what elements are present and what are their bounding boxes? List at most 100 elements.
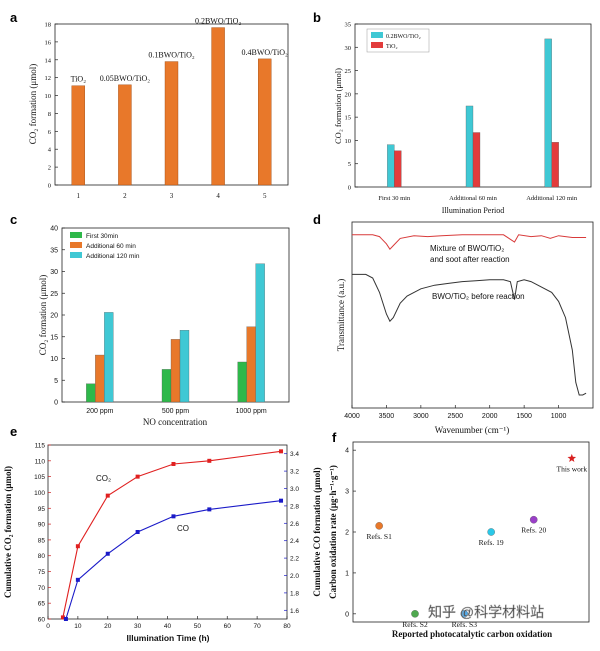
point-label-f-1: Refs. S2	[402, 620, 428, 629]
y-tick-label-e-right-9: 3.4	[290, 451, 299, 458]
legend-label-c-2: Additional 60 min	[86, 243, 136, 250]
series-label-e-co2: CO₂	[96, 474, 111, 483]
legend-c: First 30min Additional 60 min Additional…	[70, 232, 140, 260]
legend-label-c-1: First 30min	[86, 233, 119, 240]
y-axis-label-b: CO₂ formation (μmol)	[333, 68, 343, 144]
bar-c-2-2	[255, 263, 265, 403]
x-tick-label-e-5: 50	[194, 623, 202, 630]
x-tick-label-c-1: 500 ppm	[162, 408, 189, 415]
bar-c-1-1	[170, 339, 181, 403]
bar-label-a-0: TiO₂	[71, 75, 87, 84]
y-axis-label-f: Carbon oxidation rate (μg·h⁻¹·g⁻¹)	[328, 465, 338, 599]
y-tick-label-f-0: 0	[345, 611, 349, 618]
point-e-1-5	[207, 507, 212, 512]
y-tick-label-a-6: 12	[45, 75, 52, 82]
y-tick-label-e-right-0: 1.6	[290, 608, 299, 615]
spectrum-line-d-1	[352, 273, 587, 396]
legend-label-b-2: TiO₂	[386, 44, 398, 50]
y-tick-label-e-left-4: 80	[38, 553, 46, 560]
series-line-e-1	[65, 500, 282, 620]
point-e-0-0	[60, 615, 65, 620]
y-tick-label-e-right-3: 2.2	[290, 556, 299, 563]
point-e-0-2	[105, 493, 110, 498]
y-tick-label-f-1: 1	[345, 570, 349, 577]
y-tick-label-a-9: 18	[45, 22, 52, 29]
y-tick-label-a-8: 16	[45, 39, 52, 46]
y-tick-label-a-4: 8	[48, 111, 51, 118]
y-tick-label-c-8: 40	[50, 226, 58, 233]
point-f-2	[460, 610, 469, 618]
watermark: 知乎 @科学材料站	[428, 604, 544, 620]
x-tick-label-d-4: 2000	[482, 413, 498, 420]
panel-label-e: e	[10, 424, 17, 439]
x-tick-label-d-5: 1500	[516, 413, 532, 420]
y-tick-label-f-3: 3	[345, 489, 349, 496]
bar-a-4	[258, 58, 272, 186]
y-tick-label-e-left-7: 95	[38, 506, 46, 513]
y-tick-label-c-3: 15	[50, 334, 58, 341]
bar-c-0-2	[237, 361, 247, 403]
bar-label-a-2: 0.1BWO/TiO₂	[148, 51, 194, 60]
y-tick-label-a-2: 4	[48, 147, 52, 154]
y-tick-label-e-left-5: 85	[38, 537, 46, 544]
point-e-1-4	[171, 514, 176, 519]
point-f-3	[487, 528, 495, 536]
y-tick-label-a-3: 6	[48, 129, 52, 136]
x-axis-label-f: Reported photocatalytic carbon oxidation	[392, 629, 552, 639]
point-f-5	[567, 453, 577, 462]
panel-d-ftir-spectrum: d 4000 3500 3000 2500 2000 1500 1000 Mixture o…	[313, 212, 594, 435]
point-label-f-2: Refs. S3	[452, 620, 478, 629]
point-f-1	[411, 610, 419, 618]
bar-a-3	[211, 27, 225, 186]
point-e-0-5	[207, 458, 212, 463]
y-tick-label-a-1: 2	[48, 165, 51, 172]
x-axis-label-b: Illumination Period	[442, 206, 504, 215]
point-e-0-1	[75, 544, 80, 549]
panel-label-d: d	[313, 212, 321, 227]
series-label-d-1-line-1: Mixture of BWO/TiO₂	[430, 244, 504, 253]
point-e-1-3	[135, 530, 140, 534]
x-tick-label-e-6: 60	[224, 623, 232, 630]
y-tick-label-a-5: 10	[45, 93, 52, 100]
bar-c-2-1	[179, 330, 190, 403]
x-tick-label-e-2: 20	[104, 623, 112, 630]
legend-swatch-c-1	[70, 232, 82, 238]
panel-b-bar-chart: b 0 5 10 15 20 25 30 35 First 30 min Additional …	[313, 10, 592, 215]
y-tick-label-b-5: 25	[345, 68, 352, 75]
y-tick-label-c-2: 10	[50, 356, 58, 363]
y-tick-label-e-right-5: 2.6	[290, 521, 299, 528]
x-axis-label-d: Wavenumber (cm⁻¹)	[435, 425, 509, 435]
legend-swatch-b-2	[371, 42, 383, 48]
y-tick-label-e-left-6: 90	[38, 522, 46, 529]
legend-label-b-1: 0.2BWO/TiO₂	[386, 34, 421, 40]
series-label-d-1-line-2: and soot after reaction	[430, 255, 510, 264]
y-tick-label-b-6: 30	[345, 45, 352, 52]
bar-b-0-0	[387, 144, 395, 188]
y-tick-label-a-0: 0	[48, 183, 51, 190]
y-tick-label-e-right-1: 1.8	[290, 590, 299, 597]
x-tick-label-b-1: Additional 60 min	[449, 195, 497, 202]
y-tick-label-e-left-9: 105	[34, 474, 45, 481]
bar-b-1-2	[551, 142, 559, 188]
legend-b: 0.2BWO/TiO₂ TiO₂	[366, 28, 430, 53]
y-axis-label-e-left: Cumulative CO₂ formation (μmol)	[3, 466, 13, 598]
y-tick-label-e-left-8: 100	[34, 490, 45, 497]
point-e-1-6	[279, 498, 284, 503]
x-tick-label-d-6: 1000	[551, 413, 567, 420]
x-tick-label-d-3: 2500	[447, 413, 463, 420]
panel-c-bar-chart: c 0 5 10 15 20 25 30 35 40 200 ppm 500 ppm 1000 pp…	[10, 212, 290, 427]
point-e-0-4	[171, 461, 176, 466]
x-tick-label-a-4: 5	[263, 192, 267, 200]
point-label-f-0: Refs. S1	[366, 532, 392, 541]
series-label-d-2: BWO/TiO₂ before reaction	[432, 292, 525, 301]
bar-b-0-1	[465, 105, 474, 188]
bar-a-2	[164, 61, 179, 186]
y-tick-label-c-0: 0	[54, 400, 58, 407]
x-tick-label-b-2: Additional 120 min	[526, 195, 578, 202]
x-tick-label-e-8: 80	[283, 623, 291, 630]
x-tick-label-e-0: 0	[46, 623, 50, 630]
y-tick-label-b-0: 0	[348, 185, 351, 192]
x-tick-label-c-0: 200 ppm	[86, 408, 113, 415]
